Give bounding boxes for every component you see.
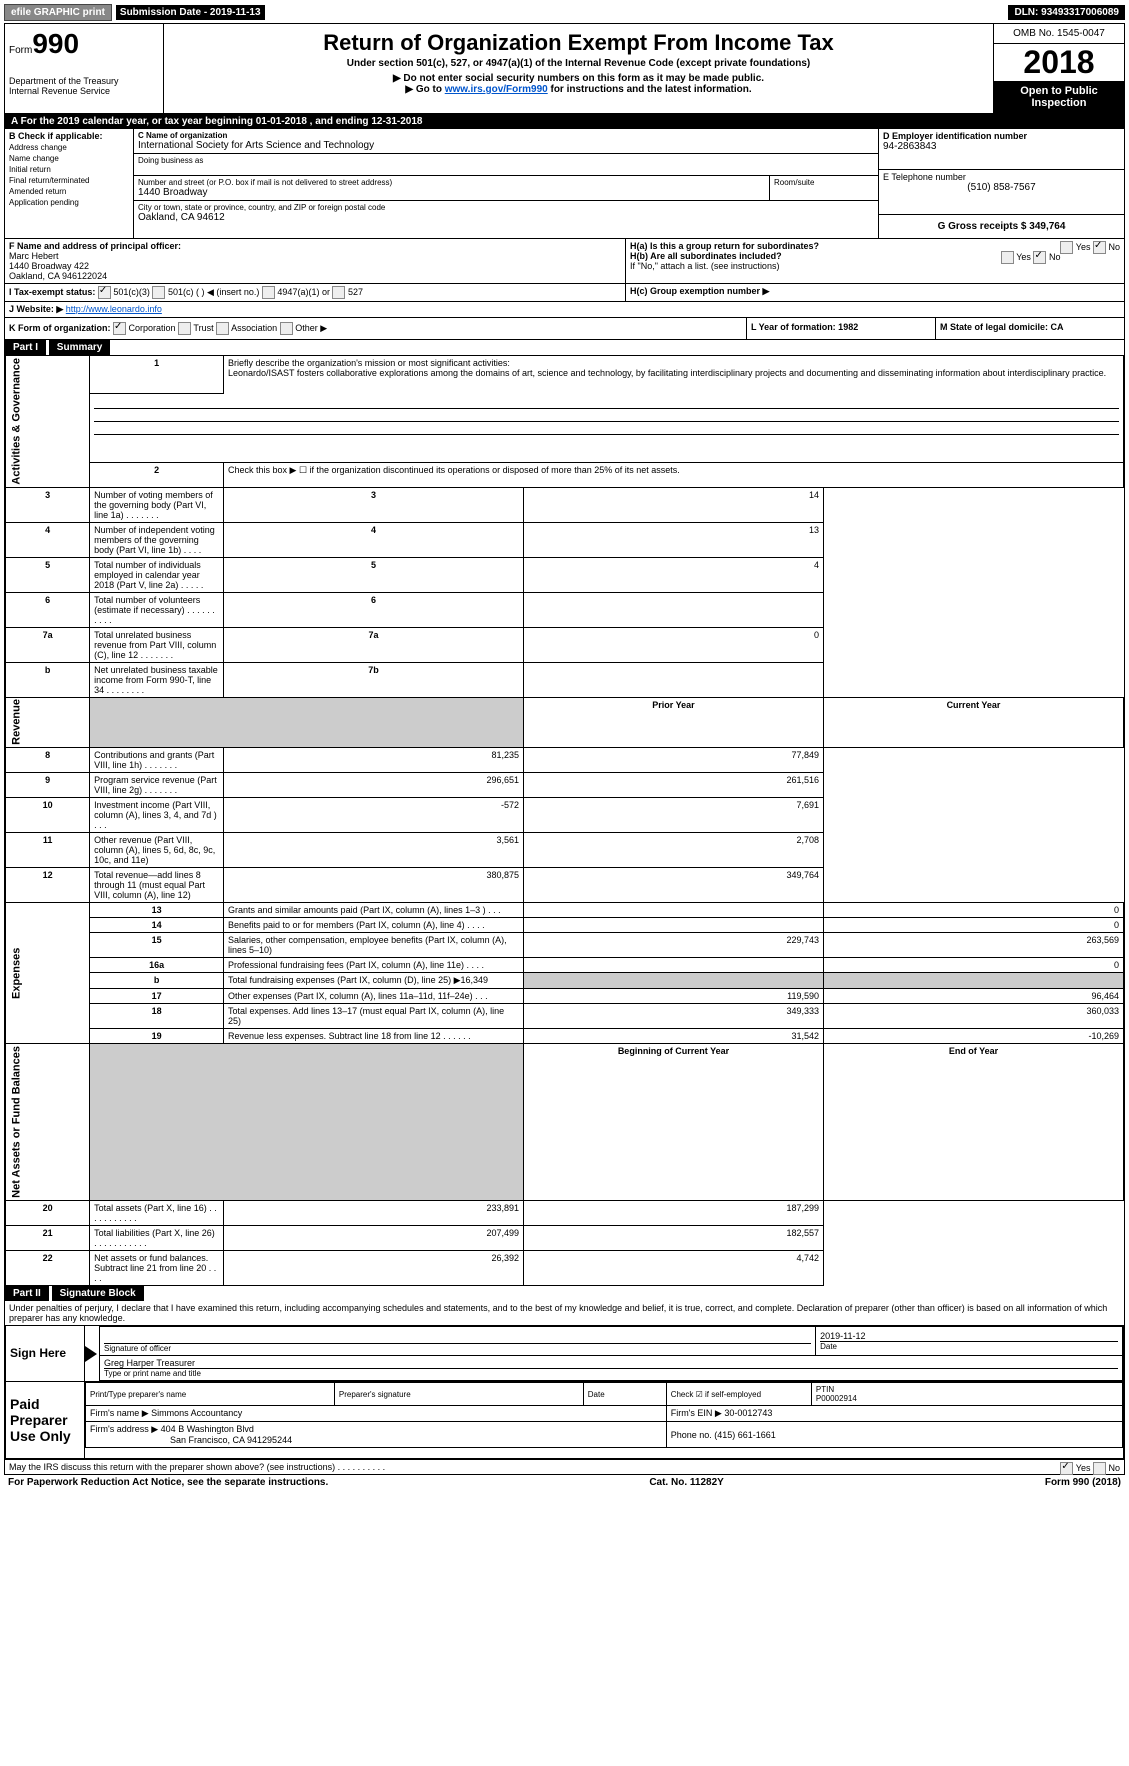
summary-row: 10Investment income (Part VIII, column (… [6,798,1124,833]
section-h: H(a) Is this a group return for subordin… [625,239,1124,283]
527-checkbox[interactable] [332,286,345,299]
4947-checkbox[interactable] [262,286,275,299]
vert-net: Net Assets or Fund Balances [6,1044,90,1201]
section-k: K Form of organization: Corporation Trus… [5,318,746,339]
street-address: 1440 Broadway [138,187,765,198]
summary-row: bNet unrelated business taxable income f… [6,662,1124,697]
telephone: (510) 858-7567 [883,182,1120,193]
note-ssn: ▶ Do not enter social security numbers o… [168,73,989,84]
open-to-public: Open to Public Inspection [994,81,1124,113]
discuss-no-checkbox[interactable] [1093,1462,1106,1475]
ha-no-checkbox[interactable] [1093,241,1106,254]
form-number: 990 [32,28,79,59]
summary-row: 18Total expenses. Add lines 13–17 (must … [6,1004,1124,1029]
submission-date: Submission Date - 2019-11-13 [116,5,265,20]
section-b-item: Initial return [9,165,129,174]
org-name: International Society for Arts Science a… [138,140,874,151]
summary-row: 15Salaries, other compensation, employee… [6,933,1124,958]
section-i: I Tax-exempt status: 501(c)(3) 501(c) ( … [5,284,625,301]
dln: DLN: 93493317006089 [1008,5,1125,20]
section-b: B Check if applicable: Address changeNam… [5,129,134,238]
form-prefix: Form [9,45,32,56]
firm-name: Simmons Accountancy [151,1408,242,1418]
sig-date: 2019-11-12 [820,1331,1118,1341]
501c3-checkbox[interactable] [98,286,111,299]
summary-row: 17Other expenses (Part IX, column (A), l… [6,989,1124,1004]
form-header: Form990 Department of the Treasury Inter… [5,24,1124,114]
form-subtitle: Under section 501(c), 527, or 4947(a)(1)… [168,58,989,69]
irs-link[interactable]: www.irs.gov/Form990 [445,84,548,95]
paid-preparer-block: Paid Preparer Use Only Print/Type prepar… [5,1382,1124,1459]
summary-row: 5Total number of individuals employed in… [6,557,1124,592]
right-col: D Employer identification number 94-2863… [878,129,1124,238]
tax-year: 2018 [994,44,1124,81]
omb-number: OMB No. 1545-0047 [994,24,1124,44]
trust-checkbox[interactable] [178,322,191,335]
summary-row: 19Revenue less expenses. Subtract line 1… [6,1029,1124,1044]
summary-row: Expenses13Grants and similar amounts pai… [6,903,1124,918]
summary-row: 6Total number of volunteers (estimate if… [6,592,1124,627]
section-f: F Name and address of principal officer:… [5,239,625,283]
dept-label: Department of the Treasury [9,76,159,86]
summary-table: Activities & Governance 1 Briefly descri… [5,355,1124,1286]
vert-activities: Activities & Governance [6,356,90,488]
form-title: Return of Organization Exempt From Incom… [168,30,989,56]
form-container: Form990 Department of the Treasury Inter… [4,23,1125,1475]
gross-receipts: G Gross receipts $ 349,764 [938,221,1066,232]
summary-row: 20Total assets (Part X, line 16) . . . .… [6,1201,1124,1226]
ha-yes-checkbox[interactable] [1060,241,1073,254]
discuss-yes-checkbox[interactable] [1060,1462,1073,1475]
note-link: ▶ Go to www.irs.gov/Form990 for instruct… [168,84,989,95]
section-b-item: Final return/terminated [9,176,129,185]
summary-row: 7aTotal unrelated business revenue from … [6,627,1124,662]
summary-row: bTotal fundraising expenses (Part IX, co… [6,973,1124,989]
website-link[interactable]: http://www.leonardo.info [66,304,162,314]
firm-ein: 30-0012743 [724,1408,772,1418]
summary-row: 11Other revenue (Part VIII, column (A), … [6,833,1124,868]
discuss-line: May the IRS discuss this return with the… [5,1459,1124,1474]
summary-row: 4Number of independent voting members of… [6,522,1124,557]
part-ii-header: Part II Signature Block [5,1286,1124,1301]
irs-label: Internal Revenue Service [9,86,159,96]
summary-row: 9Program service revenue (Part VIII, lin… [6,773,1124,798]
section-l: L Year of formation: 1982 [746,318,935,339]
summary-row: 3Number of voting members of the governi… [6,487,1124,522]
ein: 94-2863843 [883,141,1120,152]
firm-phone: (415) 661-1661 [714,1430,776,1440]
perjury-text: Under penalties of perjury, I declare th… [5,1301,1124,1325]
corp-checkbox[interactable] [113,322,126,335]
summary-row: 22Net assets or fund balances. Subtract … [6,1251,1124,1286]
assoc-checkbox[interactable] [216,322,229,335]
501c-checkbox[interactable] [152,286,165,299]
section-hc: H(c) Group exemption number ▶ [625,284,1124,301]
vert-expenses: Expenses [6,903,90,1044]
top-bar: efile GRAPHIC print Submission Date - 20… [4,4,1125,21]
hb-no-checkbox[interactable] [1033,251,1046,264]
summary-row: 8Contributions and grants (Part VIII, li… [6,748,1124,773]
sign-here-block: Sign Here Signature of officer 2019-11-1… [5,1325,1124,1382]
section-c: C Name of organization International Soc… [134,129,878,238]
summary-row: 12Total revenue—add lines 8 through 11 (… [6,868,1124,903]
hb-yes-checkbox[interactable] [1001,251,1014,264]
section-m: M State of legal domicile: CA [935,318,1124,339]
section-b-item: Name change [9,154,129,163]
summary-row: 16aProfessional fundraising fees (Part I… [6,958,1124,973]
vert-revenue: Revenue [6,697,90,748]
city-state-zip: Oakland, CA 94612 [138,212,874,223]
section-b-item: Amended return [9,187,129,196]
firm-addr: 404 B Washington Blvd [161,1424,254,1434]
section-a: A For the 2019 calendar year, or tax yea… [5,114,1124,129]
part-i-header: Part I Summary [5,340,1124,355]
section-b-item: Address change [9,143,129,152]
footer: For Paperwork Reduction Act Notice, see … [4,1475,1125,1490]
mission-text: Leonardo/ISAST fosters collaborative exp… [228,368,1106,378]
summary-row: 21Total liabilities (Part X, line 26) . … [6,1226,1124,1251]
other-checkbox[interactable] [280,322,293,335]
section-j: J Website: ▶ http://www.leonardo.info [5,302,1124,317]
efile-button[interactable]: efile GRAPHIC print [4,4,112,21]
ptin: P00002914 [816,1394,857,1403]
summary-row: 14Benefits paid to or for members (Part … [6,918,1124,933]
officer-name: Greg Harper Treasurer [104,1358,1118,1368]
section-b-item: Application pending [9,198,129,207]
